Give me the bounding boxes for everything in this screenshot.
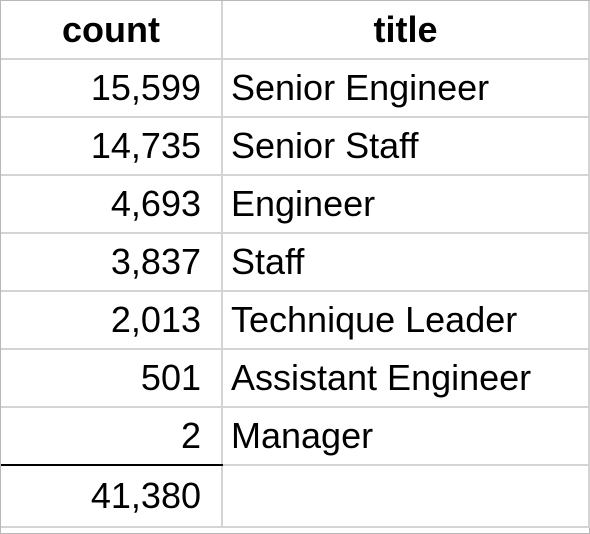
table-row: 3,837 Staff xyxy=(1,233,589,291)
total-title-cell[interactable] xyxy=(222,465,589,527)
cell-count[interactable]: 4,693 xyxy=(1,175,222,233)
header-title[interactable]: title xyxy=(222,1,589,59)
cell-title[interactable]: Manager xyxy=(222,407,589,465)
cell-count[interactable]: 15,599 xyxy=(1,59,222,117)
table-row: 14,735 Senior Staff xyxy=(1,117,589,175)
total-count-cell[interactable]: 41,380 xyxy=(1,465,222,527)
cell-title[interactable]: Technique Leader xyxy=(222,291,589,349)
table-row: 4,693 Engineer xyxy=(1,175,589,233)
cell-title[interactable]: Engineer xyxy=(222,175,589,233)
cell-title[interactable]: Senior Engineer xyxy=(222,59,589,117)
header-count[interactable]: count xyxy=(1,1,222,59)
table-row: 2 Manager xyxy=(1,407,589,465)
table-row: 2,013 Technique Leader xyxy=(1,291,589,349)
table-row: 15,599 Senior Engineer xyxy=(1,59,589,117)
cell-count[interactable]: 3,837 xyxy=(1,233,222,291)
cell-title[interactable]: Staff xyxy=(222,233,589,291)
cell-count[interactable]: 2,013 xyxy=(1,291,222,349)
cell-count[interactable]: 14,735 xyxy=(1,117,222,175)
cell-title[interactable]: Assistant Engineer xyxy=(222,349,589,407)
cell-count[interactable]: 501 xyxy=(1,349,222,407)
cell-count[interactable]: 2 xyxy=(1,407,222,465)
total-row: 41,380 xyxy=(1,465,589,527)
header-row: count title xyxy=(1,1,589,59)
cell-title[interactable]: Senior Staff xyxy=(222,117,589,175)
table-row: 501 Assistant Engineer xyxy=(1,349,589,407)
